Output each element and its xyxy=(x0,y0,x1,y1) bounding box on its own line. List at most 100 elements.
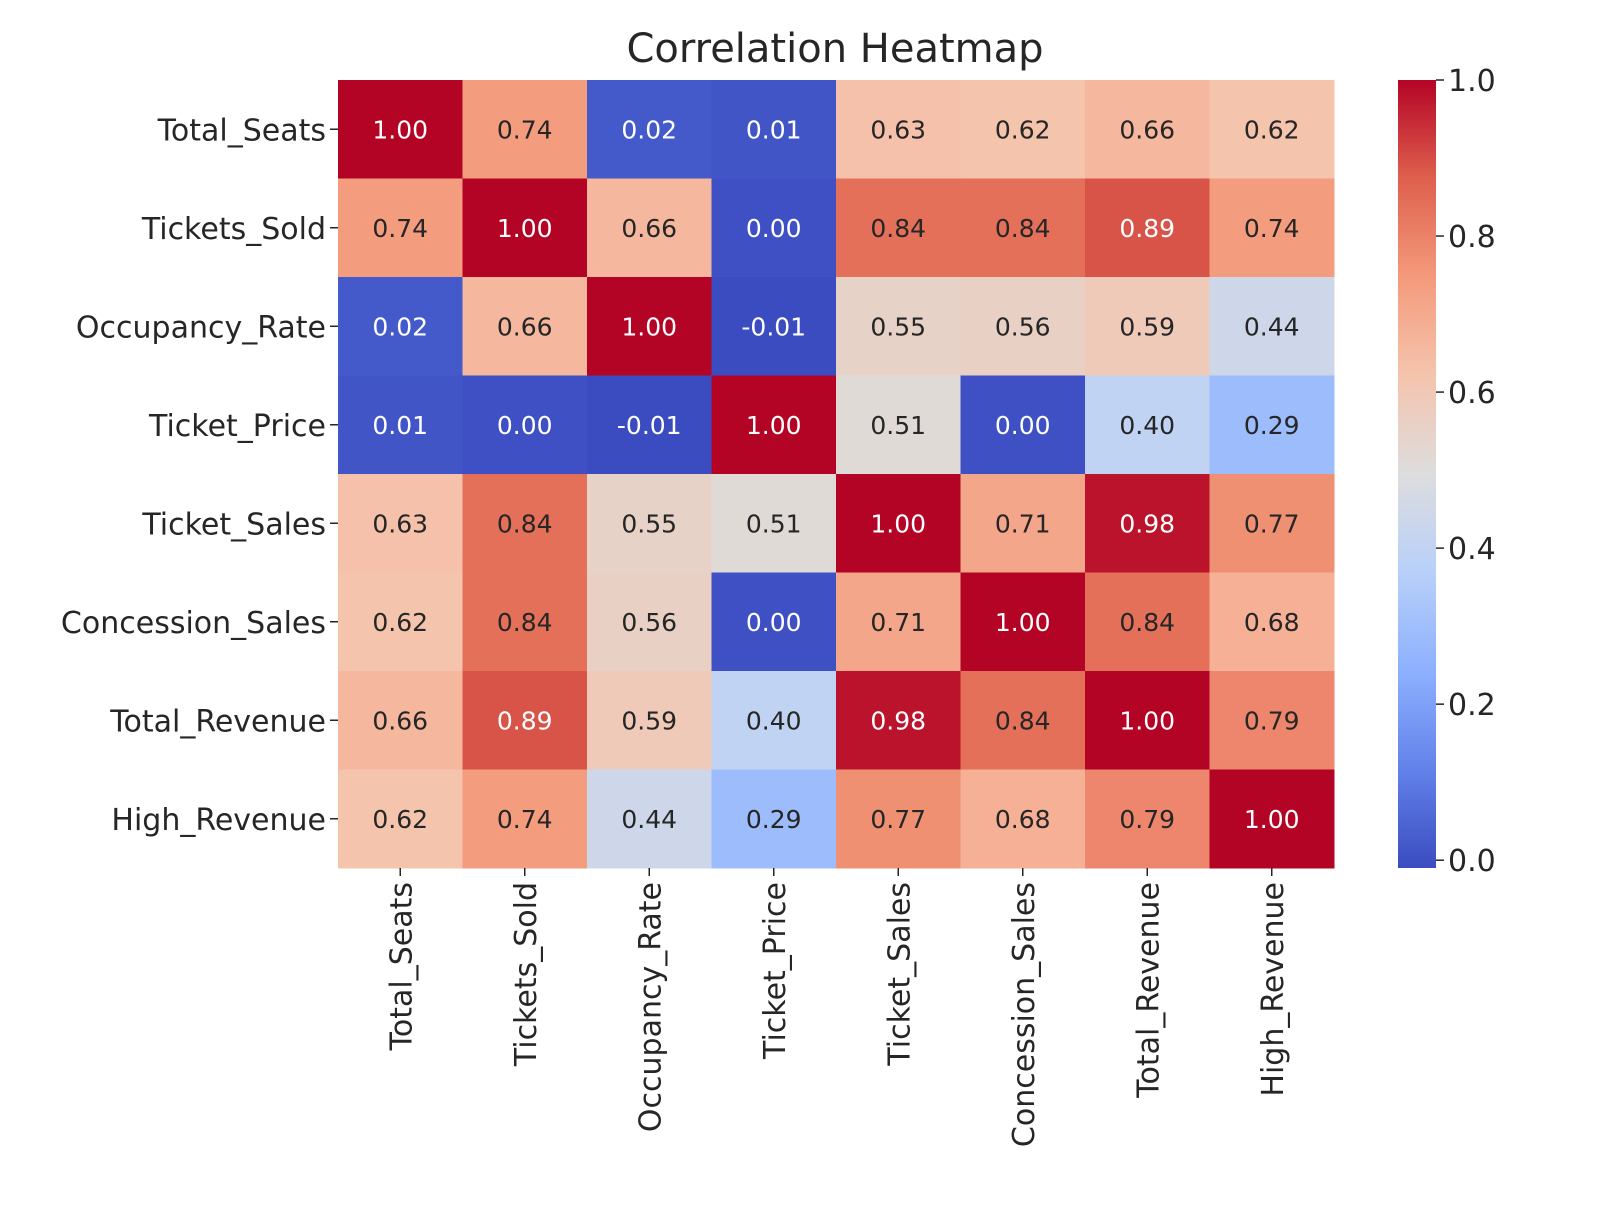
heatmap-cell-total-seats-high-revenue xyxy=(1209,80,1335,179)
column-label-total-revenue: Total_Revenue xyxy=(1131,882,1166,1099)
heatmap-cell-ticket-price-occupancy-rate xyxy=(587,375,712,475)
column-label-high-revenue: High_Revenue xyxy=(1256,882,1291,1097)
cell-value-label: 1.00 xyxy=(1119,706,1175,735)
heatmap-cell-ticket-sales-ticket-sales xyxy=(836,474,961,573)
colorbar-tick-label: 0.0 xyxy=(1448,844,1496,879)
heatmap-cell-occupancy-rate-ticket-price xyxy=(711,277,837,376)
row-label-high-revenue: High_Revenue xyxy=(111,803,326,838)
heatmap-cell-ticket-sales-high-revenue xyxy=(1209,474,1335,573)
heatmap-cell-high-revenue-total-seats xyxy=(338,769,463,869)
row-label-tickets-sold: Tickets_Sold xyxy=(141,212,326,247)
heatmap-cell-ticket-sales-occupancy-rate xyxy=(587,474,712,573)
cell-value-label: 0.02 xyxy=(621,115,677,144)
heatmap-cell-concession-sales-total-seats xyxy=(338,572,463,672)
cell-value-label: 0.68 xyxy=(1244,608,1300,637)
cell-value-label: 0.79 xyxy=(1119,805,1175,834)
cell-value-label: 0.74 xyxy=(1244,214,1300,243)
heatmap-cell-total-revenue-concession-sales xyxy=(960,671,1086,770)
cell-value-label: 0.66 xyxy=(372,706,428,735)
heatmap-cell-concession-sales-tickets-sold xyxy=(462,572,588,672)
cell-value-label: 0.44 xyxy=(621,805,677,834)
cell-value-label: 0.74 xyxy=(372,214,428,243)
heatmap-cell-high-revenue-ticket-price xyxy=(711,769,837,869)
colorbar-tick-label: 0.8 xyxy=(1448,220,1496,255)
cell-value-label: 1.00 xyxy=(497,214,553,243)
cell-value-label: 1.00 xyxy=(746,411,802,440)
cell-value-label: 0.59 xyxy=(1119,312,1175,341)
heatmap-cell-concession-sales-concession-sales xyxy=(960,572,1086,672)
cell-value-label: 0.56 xyxy=(621,608,677,637)
cell-value-label: 0.51 xyxy=(870,411,926,440)
heatmap-cell-total-seats-total-seats xyxy=(338,80,463,179)
heatmap-cell-occupancy-rate-tickets-sold xyxy=(462,277,588,376)
cell-value-label: 0.98 xyxy=(1119,509,1175,538)
cell-value-label: 0.29 xyxy=(746,805,802,834)
heatmap-cell-tickets-sold-ticket-price xyxy=(711,178,837,278)
heatmap-cells: 1.00 0.74 0.02 0.01 0.63 0.62 0.66 0.62 0.74 1.00… xyxy=(338,80,1335,869)
heatmap-cell-ticket-price-ticket-price xyxy=(711,375,837,475)
heatmap-cell-total-revenue-tickets-sold xyxy=(462,671,588,770)
heatmap-cell-ticket-sales-concession-sales xyxy=(960,474,1086,573)
cell-value-label: 0.00 xyxy=(746,608,802,637)
cell-value-label: 0.84 xyxy=(1119,608,1175,637)
heatmap-cell-ticket-price-tickets-sold xyxy=(462,375,588,475)
heatmap-cell-ticket-sales-total-seats xyxy=(338,474,463,573)
column-label-ticket-price: Ticket_Price xyxy=(758,882,793,1060)
colorbar-tick-label: 0.4 xyxy=(1448,532,1496,567)
heatmap-cell-occupancy-rate-total-revenue xyxy=(1085,277,1210,376)
cell-value-label: 1.00 xyxy=(621,312,677,341)
heatmap-cell-ticket-sales-ticket-price xyxy=(711,474,837,573)
heatmap-cell-high-revenue-occupancy-rate xyxy=(587,769,712,869)
cell-value-label: 0.02 xyxy=(372,312,428,341)
row-label-total-seats: Total_Seats xyxy=(157,113,326,148)
heatmap-cell-occupancy-rate-high-revenue xyxy=(1209,277,1335,376)
heatmap-cell-total-seats-tickets-sold xyxy=(462,80,588,179)
heatmap-cell-tickets-sold-concession-sales xyxy=(960,178,1086,278)
cell-value-label: 0.62 xyxy=(1244,115,1300,144)
column-label-total-seats: Total_Seats xyxy=(384,882,419,1051)
heatmap-cell-occupancy-rate-concession-sales xyxy=(960,277,1086,376)
cell-value-label: 0.77 xyxy=(1244,509,1300,538)
heatmap-cell-total-revenue-total-revenue xyxy=(1085,671,1210,770)
heatmap-cell-ticket-price-total-revenue xyxy=(1085,375,1210,475)
heatmap-cell-total-revenue-ticket-sales xyxy=(836,671,961,770)
chart-title: Correlation Heatmap xyxy=(626,26,1043,72)
cell-value-label: 0.71 xyxy=(870,608,926,637)
heatmap-cell-concession-sales-high-revenue xyxy=(1209,572,1335,672)
heatmap-cell-high-revenue-high-revenue xyxy=(1209,769,1335,869)
cell-value-label: 0.63 xyxy=(870,115,926,144)
cell-value-label: 0.62 xyxy=(995,115,1051,144)
row-label-total-revenue: Total_Revenue xyxy=(109,704,326,739)
cell-value-label: 0.66 xyxy=(621,214,677,243)
cell-value-label: 0.66 xyxy=(1119,115,1175,144)
colorbar-gradient xyxy=(1398,80,1436,868)
cell-value-label: 0.79 xyxy=(1244,706,1300,735)
cell-value-label: 0.62 xyxy=(372,608,428,637)
colorbar-tick-label: 1.0 xyxy=(1448,64,1496,99)
heatmap-cell-ticket-price-total-seats xyxy=(338,375,463,475)
cell-value-label: 0.98 xyxy=(870,706,926,735)
cell-value-label: 0.01 xyxy=(372,411,428,440)
heatmap-cell-high-revenue-tickets-sold xyxy=(462,769,588,869)
heatmap-cell-occupancy-rate-ticket-sales xyxy=(836,277,961,376)
heatmap-cell-tickets-sold-high-revenue xyxy=(1209,178,1335,278)
colorbar: 0.0 0.2 0.4 0.6 0.8 1.0 xyxy=(1398,64,1496,879)
heatmap-cell-total-seats-ticket-sales xyxy=(836,80,961,179)
cell-value-label: 0.77 xyxy=(870,805,926,834)
cell-value-label: 0.44 xyxy=(1244,312,1300,341)
cell-value-label: 0.89 xyxy=(1119,214,1175,243)
heatmap-cell-high-revenue-ticket-sales xyxy=(836,769,961,869)
heatmap-cell-total-seats-concession-sales xyxy=(960,80,1086,179)
cell-value-label: 0.68 xyxy=(995,805,1051,834)
row-label-ticket-price: Ticket_Price xyxy=(148,409,326,444)
heatmap-cell-total-revenue-ticket-price xyxy=(711,671,837,770)
cell-value-label: 0.84 xyxy=(497,608,553,637)
heatmap-cell-total-revenue-total-seats xyxy=(338,671,463,770)
colorbar-tick-label: 0.2 xyxy=(1448,688,1496,723)
heatmap-cell-tickets-sold-tickets-sold xyxy=(462,178,588,278)
column-label-tickets-sold: Tickets_Sold xyxy=(509,882,544,1067)
cell-value-label: 0.84 xyxy=(870,214,926,243)
row-labels: Total_Seats Tickets_Sold Occupancy_Rate Tic… xyxy=(61,113,338,838)
